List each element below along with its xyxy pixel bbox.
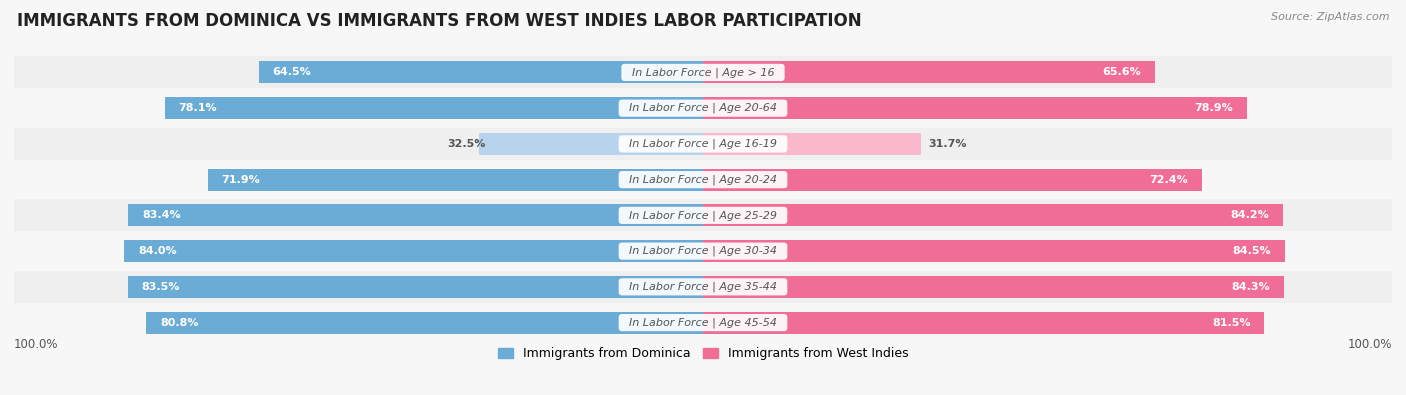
Bar [259,61,703,83]
Bar [128,276,703,298]
Text: 65.6%: 65.6% [1102,68,1142,77]
Bar [703,133,921,155]
Text: In Labor Force | Age 45-54: In Labor Force | Age 45-54 [621,317,785,328]
Text: 100.0%: 100.0% [14,338,59,351]
Text: IMMIGRANTS FROM DOMINICA VS IMMIGRANTS FROM WEST INDIES LABOR PARTICIPATION: IMMIGRANTS FROM DOMINICA VS IMMIGRANTS F… [17,12,862,30]
Text: In Labor Force | Age 20-24: In Labor Force | Age 20-24 [621,174,785,185]
Text: 84.2%: 84.2% [1230,211,1270,220]
Bar [128,204,703,226]
Bar [479,133,703,155]
Text: 78.1%: 78.1% [179,103,218,113]
Bar [703,169,1202,191]
Text: In Labor Force | Age 16-19: In Labor Force | Age 16-19 [621,139,785,149]
Text: 72.4%: 72.4% [1149,175,1188,184]
Text: 71.9%: 71.9% [221,175,260,184]
Text: 84.0%: 84.0% [138,246,177,256]
Text: Source: ZipAtlas.com: Source: ZipAtlas.com [1271,12,1389,22]
Text: In Labor Force | Age 30-34: In Labor Force | Age 30-34 [621,246,785,256]
Bar [165,97,703,119]
Text: 78.9%: 78.9% [1194,103,1233,113]
Bar [14,164,1392,196]
Text: 31.7%: 31.7% [928,139,967,149]
Legend: Immigrants from Dominica, Immigrants from West Indies: Immigrants from Dominica, Immigrants fro… [492,342,914,365]
Text: 83.5%: 83.5% [142,282,180,292]
Bar [14,56,1392,88]
Bar [703,97,1247,119]
Bar [703,276,1284,298]
Text: 64.5%: 64.5% [273,68,311,77]
Text: 81.5%: 81.5% [1212,318,1251,327]
Text: In Labor Force | Age 20-64: In Labor Force | Age 20-64 [621,103,785,113]
Bar [703,312,1264,334]
Text: 83.4%: 83.4% [142,211,181,220]
Bar [703,61,1154,83]
Bar [124,240,703,262]
Text: In Labor Force | Age 35-44: In Labor Force | Age 35-44 [621,282,785,292]
Text: 84.3%: 84.3% [1232,282,1270,292]
Bar [14,235,1392,267]
Bar [14,199,1392,231]
Text: 32.5%: 32.5% [447,139,486,149]
Bar [14,271,1392,303]
Bar [703,240,1285,262]
Bar [14,128,1392,160]
Bar [146,312,703,334]
Text: In Labor Force | Age > 16: In Labor Force | Age > 16 [624,67,782,78]
Bar [14,92,1392,124]
Text: 80.8%: 80.8% [160,318,198,327]
Text: 84.5%: 84.5% [1233,246,1271,256]
Bar [703,204,1284,226]
Bar [208,169,703,191]
Bar [14,307,1392,339]
Text: In Labor Force | Age 25-29: In Labor Force | Age 25-29 [621,210,785,221]
Text: 100.0%: 100.0% [1347,338,1392,351]
